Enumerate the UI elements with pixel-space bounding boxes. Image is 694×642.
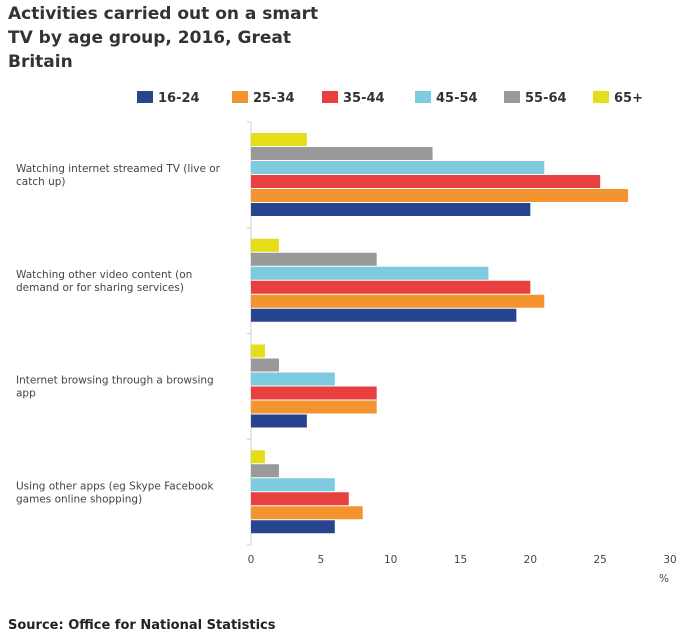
source-note: Source: Office for National Statistics	[8, 618, 276, 633]
legend-label-25-34: 25-34	[253, 91, 295, 106]
bar-35-44-cat2	[251, 386, 377, 400]
chart-title: Activities carried out on a smart TV by …	[8, 4, 319, 72]
bar-16-24-cat2	[251, 414, 307, 428]
bar-25-34-cat0	[251, 189, 629, 202]
x-tick-label: 0	[248, 554, 255, 566]
bar-55-64-cat2	[251, 358, 279, 372]
legend-swatch-45-54	[415, 91, 431, 103]
bar-55-64-cat0	[251, 147, 433, 160]
x-tick-label: 5	[317, 554, 324, 566]
bar-16-24-cat1	[251, 308, 517, 322]
x-tick-label: 20	[524, 554, 537, 566]
category-label: Watching other video content (on demand o…	[16, 269, 192, 294]
legend-swatch-65+	[593, 91, 609, 103]
bar-16-24-cat3	[251, 520, 335, 534]
x-axis-unit: %	[659, 573, 669, 585]
bar-45-54-cat0	[251, 161, 545, 174]
x-tick-label: 15	[454, 554, 467, 566]
legend-label-65+: 65+	[614, 91, 643, 106]
legend-swatch-35-44	[322, 91, 338, 103]
legend-label-35-44: 35-44	[343, 91, 385, 106]
bar-35-44-cat1	[251, 280, 531, 294]
bar-65+-cat1	[251, 238, 279, 252]
x-tick-label: 30	[663, 554, 676, 566]
bar-65+-cat0	[251, 133, 307, 146]
bar-45-54-cat2	[251, 372, 335, 386]
category-label: Watching internet streamed TV (live or ca…	[16, 163, 221, 188]
bar-55-64-cat3	[251, 464, 279, 478]
legend-label-45-54: 45-54	[436, 91, 478, 106]
bar-25-34-cat3	[251, 506, 363, 520]
category-label: Internet browsing through a browsing app	[16, 375, 214, 400]
legend-label-55-64: 55-64	[525, 91, 567, 106]
category-label: Using other apps (eg Skype Facebook games…	[16, 480, 214, 505]
bar-55-64-cat1	[251, 252, 377, 266]
bar-45-54-cat3	[251, 478, 335, 492]
bar-35-44-cat3	[251, 492, 349, 506]
x-tick-label: 25	[593, 554, 606, 566]
bar-25-34-cat2	[251, 400, 377, 414]
legend-swatch-25-34	[232, 91, 248, 103]
bar-25-34-cat1	[251, 294, 545, 308]
bar-35-44-cat0	[251, 175, 601, 188]
bar-16-24-cat0	[251, 203, 531, 216]
bar-65+-cat2	[251, 344, 265, 358]
x-tick-label: 10	[384, 554, 397, 566]
legend-label-16-24: 16-24	[158, 91, 200, 106]
bar-45-54-cat1	[251, 266, 489, 280]
legend-swatch-55-64	[504, 91, 520, 103]
legend-swatch-16-24	[137, 91, 153, 103]
bar-65+-cat3	[251, 450, 265, 464]
